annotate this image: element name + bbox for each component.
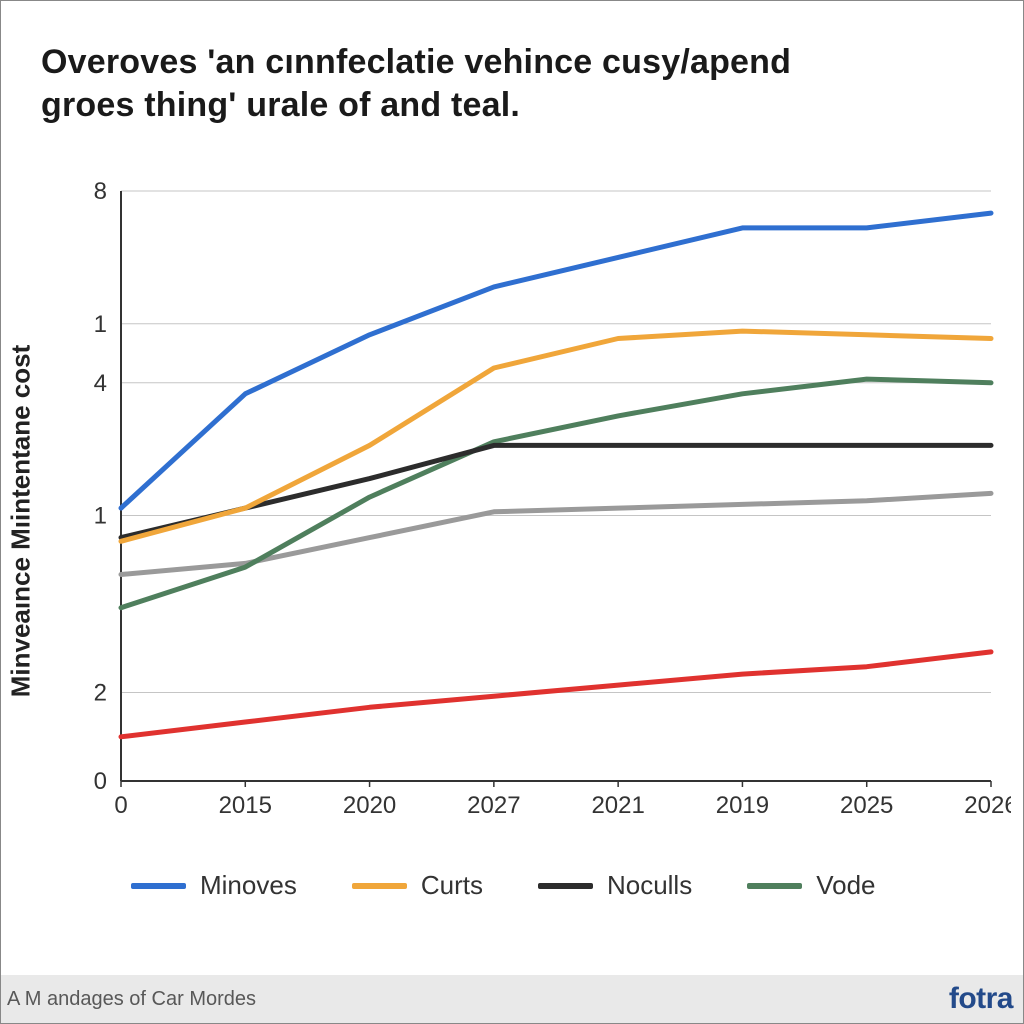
footer-bar: A M andages of Car Mordes fotra <box>1 975 1023 1023</box>
svg-text:2025: 2025 <box>840 792 893 819</box>
legend-label: Minoves <box>200 870 297 901</box>
svg-text:8: 8 <box>94 181 107 205</box>
legend: Minoves Curts Noculls Vode <box>131 870 951 901</box>
legend-label: Curts <box>421 870 483 901</box>
svg-text:1: 1 <box>94 311 107 338</box>
brand-logo: fotra <box>949 982 1013 1016</box>
legend-swatch <box>131 883 186 889</box>
svg-text:2019: 2019 <box>716 792 769 819</box>
legend-swatch <box>747 883 802 889</box>
title-line-2: groes thing' urale of and teal. <box>41 86 520 124</box>
footer-caption: A M andages of Car Mordes <box>7 988 256 1011</box>
svg-text:2026: 2026 <box>964 792 1011 819</box>
chart-title: Overoves 'an cınnfeclatie vehince cusy/a… <box>41 41 791 126</box>
svg-text:0: 0 <box>114 792 127 819</box>
legend-label: Vode <box>816 870 875 901</box>
legend-item: Curts <box>352 870 483 901</box>
chart-area: Minveaınce Mıintentane cost 021418020152… <box>31 181 1011 861</box>
legend-item: Vode <box>747 870 875 901</box>
svg-text:2: 2 <box>94 680 107 707</box>
svg-text:2027: 2027 <box>467 792 520 819</box>
legend-label: Noculls <box>607 870 692 901</box>
title-line-1: Overoves 'an cınnfeclatie vehince cusy/a… <box>41 43 791 81</box>
svg-text:4: 4 <box>94 370 107 397</box>
svg-text:2020: 2020 <box>343 792 396 819</box>
svg-text:0: 0 <box>94 768 107 795</box>
legend-item: Minoves <box>131 870 297 901</box>
chart-frame: { "title_line1": "Overoves 'an cınnfecla… <box>0 0 1024 1024</box>
svg-text:2021: 2021 <box>591 792 644 819</box>
svg-text:1: 1 <box>94 503 107 530</box>
legend-swatch <box>352 883 407 889</box>
chart-svg: 0 2 1 4 1 8 0 2015 2020 2027 2021 2019 2025 2026 <box>31 181 1011 821</box>
legend-item: Noculls <box>538 870 692 901</box>
y-axis-label: Minveaınce Mıintentane cost <box>6 345 37 698</box>
legend-swatch <box>538 883 593 889</box>
svg-text:2015: 2015 <box>219 792 272 819</box>
